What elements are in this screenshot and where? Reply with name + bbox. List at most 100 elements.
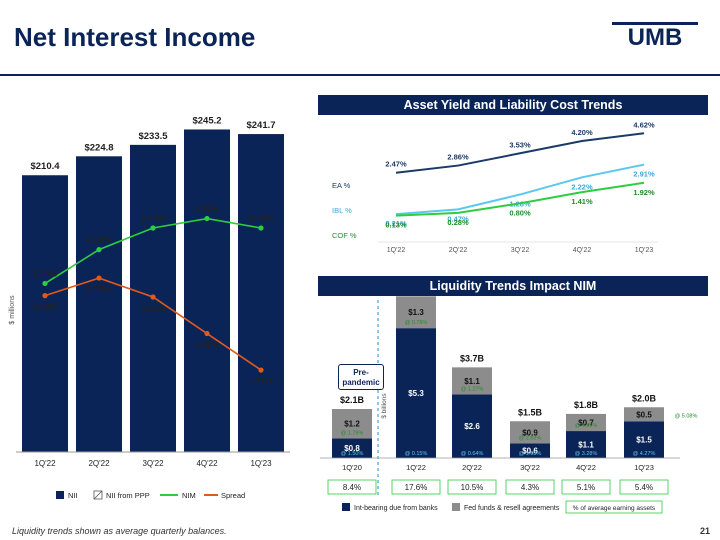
total-label: $2.1B <box>340 395 365 405</box>
fed-funds-bar <box>332 409 372 439</box>
due-from-banks-value: $5.3 <box>408 389 424 398</box>
page-number: 21 <box>700 526 711 536</box>
fed-funds-rate: @ 1.79% <box>341 430 364 436</box>
fed-funds-rate: @ 4.39% <box>575 423 598 429</box>
legend-nim-text: NIM <box>182 491 196 500</box>
ibl-value-label: 2.91% <box>633 170 655 179</box>
nim-point <box>258 225 264 231</box>
due-from-banks-rate: @ 0.64% <box>461 451 484 457</box>
fed-funds-value: $1.3 <box>408 308 424 317</box>
due-from-banks-rate: @ 0.15% <box>405 451 428 457</box>
ea-value-label: 2.47% <box>385 160 407 169</box>
pct-of-assets: 5.4% <box>635 483 653 492</box>
due-from-banks-bar <box>332 438 372 458</box>
x-tick-label: 1Q'23 <box>635 247 654 254</box>
legend-due-swatch <box>342 503 350 511</box>
due-from-banks-value: $2.6 <box>464 422 480 431</box>
fed-funds-rate: @ 5.08% <box>675 413 698 419</box>
x-tick-label: 1Q'22 <box>34 459 56 468</box>
nim-label: 2.83% <box>195 204 220 214</box>
total-label: $2.0B <box>632 393 657 403</box>
ibl-value-label: 0.21% <box>385 219 407 228</box>
footnote: Liquidity trends shown as average quarte… <box>12 526 227 536</box>
nii-bar-label: $241.7 <box>246 120 275 131</box>
x-tick-label: 2Q'22 <box>88 459 110 468</box>
fed-funds-value: $0.9 <box>522 428 538 437</box>
nii-bar <box>76 156 122 452</box>
fed-funds-value: $0.7 <box>578 418 594 427</box>
nii-bar <box>184 129 230 452</box>
nim-point <box>150 225 156 231</box>
cof-value-label: 1.92% <box>633 188 655 197</box>
due-from-banks-value: $1.1 <box>578 441 594 450</box>
cof-value-label: 1.41% <box>571 197 593 206</box>
spread-point <box>204 330 210 337</box>
due-from-banks-value: $0.6 <box>522 447 538 456</box>
nim-label: 2.76% <box>141 213 166 223</box>
spread-label: 1.98% <box>195 340 220 350</box>
x-tick-label: 2Q'22 <box>462 463 482 472</box>
logo-text: UMB <box>628 24 683 46</box>
nim-label: 2.60% <box>87 235 112 245</box>
x-tick-label: 3Q'22 <box>520 463 540 472</box>
page-title: Net Interest Income <box>14 22 256 52</box>
y-axis-label: $ billions <box>381 393 388 419</box>
total-label: $3.7B <box>460 353 485 363</box>
cof-line <box>395 181 645 217</box>
legend-nii-text: NII <box>68 491 78 500</box>
fed-funds-value: $0.5 <box>636 410 652 419</box>
x-tick-label: 4Q'22 <box>573 247 592 254</box>
legend-spread-text: Spread <box>221 491 245 500</box>
due-from-banks-value: $0.8 <box>344 444 360 453</box>
x-tick-label: 4Q'22 <box>576 463 596 472</box>
header-rule <box>0 74 720 76</box>
x-tick-label: 1Q'23 <box>634 463 654 472</box>
x-tick-label: 1Q'22 <box>406 463 426 472</box>
liquidity-chart: $ billions $0.8 $1.2 $2.1B @ 1.50% @ 1.79% 1Q'… <box>320 296 698 514</box>
cof-legend-label: COF % <box>332 231 357 240</box>
nim-point <box>204 215 210 222</box>
fed-funds-bar <box>566 413 606 432</box>
spread-point <box>42 293 48 299</box>
nim-label: 2.35% <box>33 268 58 278</box>
legend-fed-swatch <box>452 503 460 511</box>
pct-of-assets: 8.4% <box>343 483 361 492</box>
ea-value-label: 3.53% <box>509 140 531 149</box>
spread-label: 2.39% <box>87 284 112 294</box>
fed-funds-bar <box>510 421 550 444</box>
ibl-legend-label: IBL % <box>332 206 352 215</box>
legend-ppp-text: NII from PPP <box>106 491 150 500</box>
x-tick-label: 1Q'23 <box>250 459 272 468</box>
due-from-banks-rate: @ 1.05% <box>519 451 542 457</box>
pct-box <box>561 479 611 495</box>
legend-ppp-hatch <box>93 490 103 500</box>
x-tick-label: 1Q'22 <box>387 247 406 254</box>
legend-pct-box <box>565 500 663 514</box>
spread-label: 1.71% <box>249 376 274 386</box>
pct-box <box>327 479 377 495</box>
umb-logo: UMB <box>612 22 698 46</box>
pct-box <box>619 479 669 495</box>
fed-funds-rate: @ 0.78% <box>405 320 428 326</box>
ea-line <box>395 132 645 174</box>
due-from-banks-rate: @ 4.27% <box>633 451 656 457</box>
nim-point <box>42 280 48 287</box>
nii-chart: $ millions $210.4 1Q'22 $224.8 2Q'22 $233.5 3Q… <box>9 115 290 500</box>
x-tick-label: 2Q'22 <box>449 247 468 254</box>
legend-fed-text: Fed funds & resell agreements <box>464 505 560 512</box>
asset-yield-title: Asset Yield and Liability Cost Trends <box>318 95 708 115</box>
nii-bar-label: $233.5 <box>138 131 168 142</box>
x-tick-label: 1Q'20 <box>342 463 362 472</box>
ea-value-label: 4.62% <box>633 120 655 129</box>
fed-funds-bar <box>624 407 664 422</box>
spread-point <box>96 275 102 281</box>
due-from-banks-rate: @ 3.28% <box>575 451 598 457</box>
fed-funds-value: $1.1 <box>464 377 480 386</box>
pct-box <box>505 479 555 495</box>
total-label: $1.5B <box>518 407 543 417</box>
cof-value-label: 0.13% <box>385 221 407 230</box>
legend-pct-text: % of average earning assets <box>573 505 656 512</box>
liquidity-title: Liquidity Trends Impact NIM <box>318 276 708 296</box>
x-tick-label: 3Q'22 <box>511 247 530 254</box>
nim-label: 2.76% <box>249 213 274 223</box>
